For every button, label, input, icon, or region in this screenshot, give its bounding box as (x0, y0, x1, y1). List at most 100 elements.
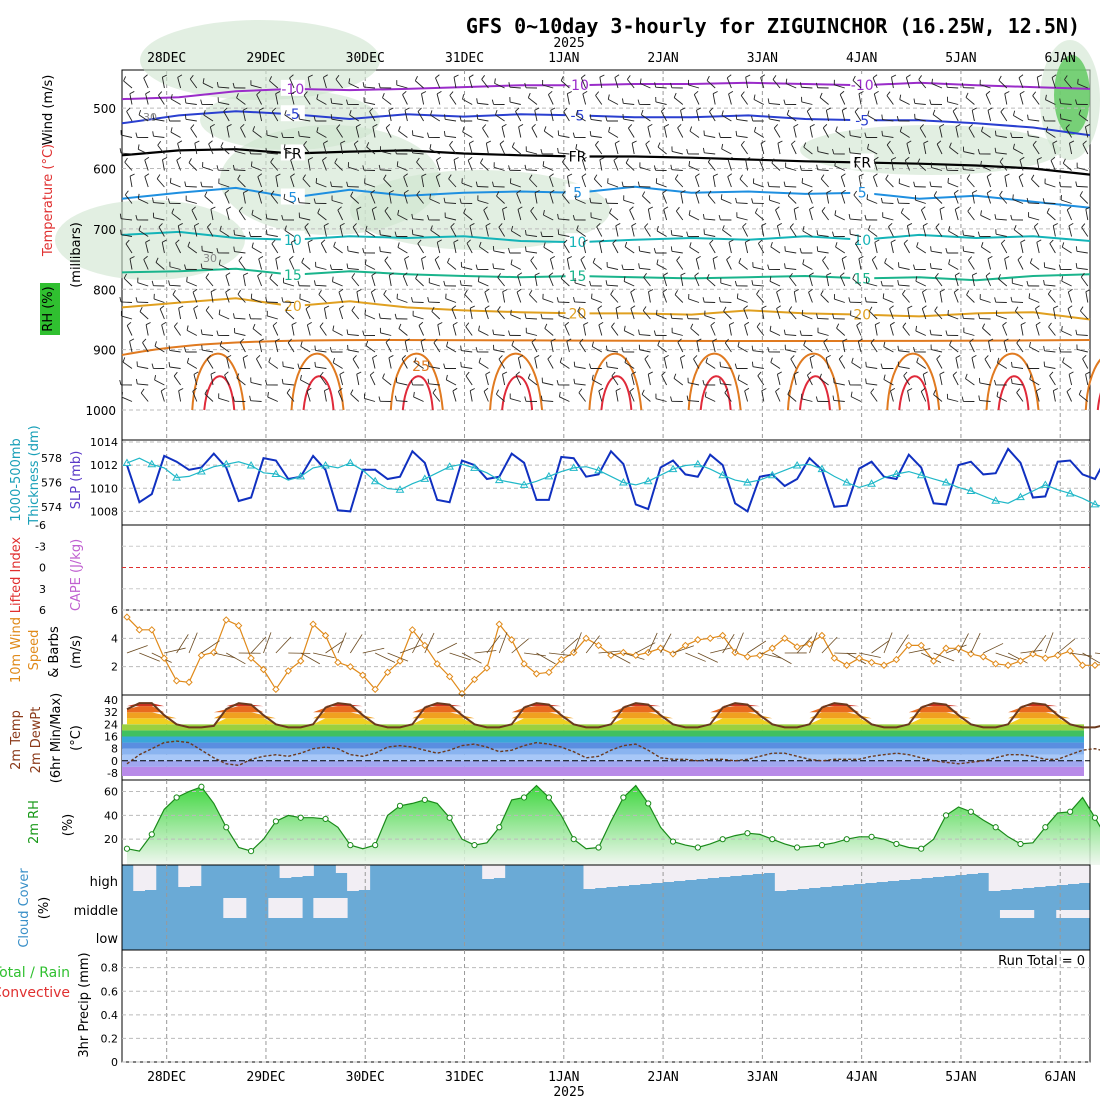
wind-barb-flag (557, 147, 559, 153)
wind-barb-flag (1080, 272, 1085, 278)
wind-barb (1052, 225, 1056, 237)
wind-barb (1019, 159, 1024, 171)
wind-barb-flag (614, 140, 620, 144)
wind-barb-flag (994, 380, 997, 386)
wind-barb (290, 159, 295, 171)
wind-speed-point (1066, 647, 1074, 655)
wind-speed-point (1029, 650, 1037, 658)
wind-barb (680, 357, 684, 369)
wind-barb-flag (756, 289, 760, 295)
wind-barb (243, 275, 246, 287)
wind-barb (190, 128, 198, 138)
wind-barb (689, 246, 700, 254)
wind-barb (736, 216, 748, 221)
wind-barb-flag (631, 140, 637, 144)
isotherm-25-loop (687, 352, 742, 411)
wind-barb-flag (945, 165, 948, 171)
wind-barb-flag (218, 259, 221, 265)
wind-barb-flag (434, 255, 440, 260)
wind-barb-flag (799, 330, 802, 336)
wind-barb (461, 350, 473, 353)
wind-barb-flag (854, 107, 859, 113)
wind-speed-point (483, 664, 491, 672)
wind-axis-label: Wind (m/s) (41, 75, 56, 146)
wind-tick-label: 4 (111, 632, 118, 645)
wind-barb (1012, 199, 1024, 204)
wind-barb-flag (670, 230, 673, 236)
wind-barb-flag (542, 161, 545, 167)
wind-barb-flag (356, 206, 362, 210)
wind-barb-flag (784, 263, 786, 269)
wind-barb-flag (758, 239, 763, 244)
wind-barb-flag (994, 297, 997, 303)
temp-unit-label: (°C) (69, 725, 84, 751)
wind-barb-flag (194, 223, 200, 227)
wind-barb-flag (346, 181, 349, 187)
wind-barb-flag (688, 161, 691, 167)
wind-barb (187, 246, 198, 254)
wind-barb (153, 298, 165, 303)
wind-barb (867, 115, 878, 122)
wind10m-barb (747, 640, 767, 654)
wind-barb (269, 278, 279, 287)
wind-barb-flag (625, 158, 629, 164)
wind-barb (720, 282, 732, 287)
wind-barb (987, 258, 992, 270)
wind-barb-flag (389, 190, 394, 194)
wind10m-barb (313, 652, 335, 659)
wind-barb-flag (450, 223, 455, 228)
wind-barb-flag (867, 110, 870, 116)
cloud-high-clear (819, 865, 832, 887)
wind-barb-flag (494, 78, 496, 84)
wind-barb (1004, 258, 1008, 270)
wind-barb (981, 131, 991, 138)
wind-barb (786, 114, 797, 122)
rh-point (918, 845, 925, 852)
wind-barb-flag (675, 206, 680, 212)
cloud-level-label: high (90, 875, 118, 890)
wind-barb-flag (1078, 389, 1082, 395)
wind-barb-flag (867, 225, 871, 231)
wind-barb-flag (143, 255, 148, 260)
wind-barb (615, 225, 619, 237)
wind-barb-flag (572, 214, 576, 221)
temp-tick-label: 0 (111, 755, 118, 768)
wind-barb-flag (1061, 242, 1065, 248)
wind-speed-point (309, 620, 317, 628)
wind-barb (930, 334, 943, 336)
wind-barb-flag (251, 242, 254, 248)
wind-barb (323, 143, 327, 155)
precip-tick-label: 0.4 (101, 1009, 119, 1022)
wind-barb-flag (969, 338, 974, 343)
wind-barb-flag (468, 74, 474, 78)
wind-barb (1061, 199, 1072, 204)
wind-barb-flag (287, 338, 292, 343)
date-label-top: 28DEC (147, 51, 186, 66)
wind-barb (761, 225, 765, 237)
wind-barb (526, 150, 538, 155)
wind-barb (547, 358, 554, 369)
wind-tick-label: 6 (111, 604, 118, 617)
wind-barb-flag (544, 323, 548, 329)
wind-barb (382, 377, 392, 386)
wind-barb (549, 258, 554, 270)
wind-barb-flag (1069, 140, 1075, 144)
wind-barb (728, 93, 732, 105)
wind-barb (435, 176, 441, 188)
wind10m-barb (511, 638, 529, 654)
cloud-high-clear (808, 865, 821, 888)
wind-barb-flag (283, 144, 286, 150)
rh-point (595, 844, 602, 851)
wind-barb-flag (809, 355, 815, 359)
wind-barb-flag (899, 94, 902, 100)
wind-barb (599, 159, 603, 171)
wind10m-unit-label: (m/s) (69, 635, 84, 669)
wind-barb (1044, 366, 1056, 369)
wind-barb-flag (934, 306, 938, 312)
wind-barb-flag (686, 231, 689, 237)
wind-barb (304, 226, 311, 237)
cloud-mid-clear (999, 910, 1012, 918)
wind-barb (576, 229, 586, 237)
wind-barb (542, 84, 554, 89)
wind-barb (334, 162, 343, 171)
